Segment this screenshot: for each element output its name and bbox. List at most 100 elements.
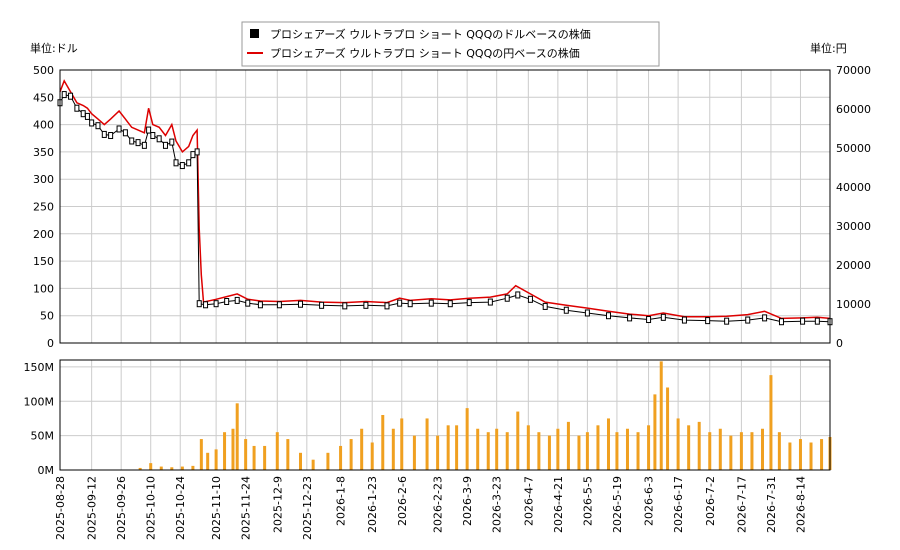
right-axis-unit-label: 単位:円	[810, 42, 847, 55]
x-tick-label: 2025-12-23	[301, 476, 314, 540]
usd-candles	[57, 91, 833, 326]
usd-candle	[116, 125, 122, 133]
usd-candle	[447, 300, 453, 308]
volume-bar	[750, 432, 754, 470]
x-tick-label: 2026-2-6	[396, 476, 409, 526]
x-tick-label: 2025-10-24	[174, 476, 187, 540]
legend: プロシェアーズ ウルトラプロ ショート QQQのドルベースの株価 プロシェアーズ…	[241, 21, 660, 67]
usd-candle	[397, 299, 403, 307]
usd-candle	[627, 314, 633, 322]
usd-candle	[186, 159, 192, 167]
usd-candle	[101, 130, 107, 138]
usd-candle	[173, 159, 179, 167]
x-tick-label: 2026-7-2	[704, 476, 717, 526]
usd-candle	[297, 300, 303, 308]
x-tick-label: 2026-6-17	[672, 476, 685, 533]
volume-bar	[739, 432, 743, 470]
x-tick-label: 2025-09-12	[86, 476, 99, 540]
x-tick-label: 2025-11-24	[240, 476, 253, 540]
usd-candle	[584, 309, 590, 317]
usd-candle	[800, 317, 806, 325]
volume-bar	[697, 421, 701, 470]
usd-candle	[122, 129, 128, 137]
volume-bar	[400, 418, 404, 470]
usd-candle	[169, 138, 175, 146]
price-plot-frame	[59, 69, 831, 344]
volume-bar	[760, 428, 764, 470]
volume-bar	[252, 445, 256, 470]
x-tick-label: 2026-5-5	[581, 476, 594, 526]
usd-candle	[150, 132, 156, 140]
volume-bar	[647, 425, 651, 470]
volume-bars	[138, 361, 832, 470]
x-tick-label: 2025-08-28	[54, 476, 67, 540]
volume-bar	[556, 428, 560, 470]
volume-bar	[138, 467, 142, 470]
volume-bar	[159, 466, 163, 470]
volume-tick-label: 150M	[24, 361, 55, 374]
usd-candle	[428, 299, 434, 307]
usd-candle	[319, 301, 325, 309]
left-tick-label: 300	[33, 173, 54, 186]
volume-bar	[666, 387, 670, 470]
price-grid	[59, 69, 830, 344]
volume-bar	[263, 445, 267, 470]
usd-candle	[141, 141, 147, 149]
volume-bar	[223, 432, 227, 470]
usd-candle	[660, 313, 666, 321]
usd-candle	[363, 301, 369, 309]
volume-bar	[149, 463, 153, 470]
x-tick-label: 2026-4-21	[552, 476, 565, 533]
volume-bar	[349, 439, 353, 470]
right-tick-label: 10000	[836, 298, 871, 311]
usd-candle	[213, 300, 219, 308]
usd-candle	[146, 126, 152, 134]
volume-bar	[729, 435, 733, 470]
x-tick-label: 2026-1-23	[366, 476, 379, 533]
volume-bar	[777, 432, 781, 470]
volume-bar	[465, 408, 469, 470]
volume-bar	[687, 425, 691, 470]
left-tick-label: 100	[33, 282, 54, 295]
volume-bar	[547, 435, 551, 470]
usd-candle	[542, 302, 548, 310]
volume-bar	[412, 435, 416, 470]
usd-candle	[487, 298, 493, 306]
x-tick-label: 2026-3-9	[461, 476, 474, 526]
usd-candle	[108, 132, 114, 140]
x-tick-label: 2026-7-17	[735, 476, 748, 533]
usd-candle	[466, 299, 472, 307]
volume-bar	[381, 415, 385, 470]
volume-bar	[244, 439, 248, 470]
usd-candle	[74, 104, 80, 112]
volume-bar	[235, 403, 239, 470]
volume-bar	[286, 439, 290, 470]
volume-bar	[339, 445, 343, 470]
volume-bar	[214, 449, 218, 470]
usd-candle	[563, 306, 569, 314]
volume-bar	[625, 428, 629, 470]
usd-candle	[745, 316, 751, 324]
volume-grid	[59, 360, 830, 471]
usd-candle	[276, 301, 282, 309]
usd-candle	[196, 300, 202, 308]
usd-candle	[61, 91, 67, 99]
volume-bar	[180, 466, 184, 470]
left-tick-label: 150	[33, 255, 54, 268]
right-tick-label: 60000	[836, 103, 871, 116]
usd-candle	[179, 162, 185, 170]
usd-candle	[194, 148, 200, 156]
volume-bar	[676, 418, 680, 470]
usd-candle	[814, 317, 820, 325]
axes	[59, 69, 831, 471]
volume-bar	[275, 432, 279, 470]
usd-candle	[162, 141, 168, 149]
left-tick-label: 50	[40, 310, 54, 323]
volume-bar	[653, 394, 657, 470]
usd-candle	[515, 291, 521, 299]
x-tick-label: 2026-8-14	[794, 476, 807, 533]
usd-candle	[68, 92, 74, 100]
volume-bar	[577, 435, 581, 470]
volume-bar	[326, 452, 330, 470]
